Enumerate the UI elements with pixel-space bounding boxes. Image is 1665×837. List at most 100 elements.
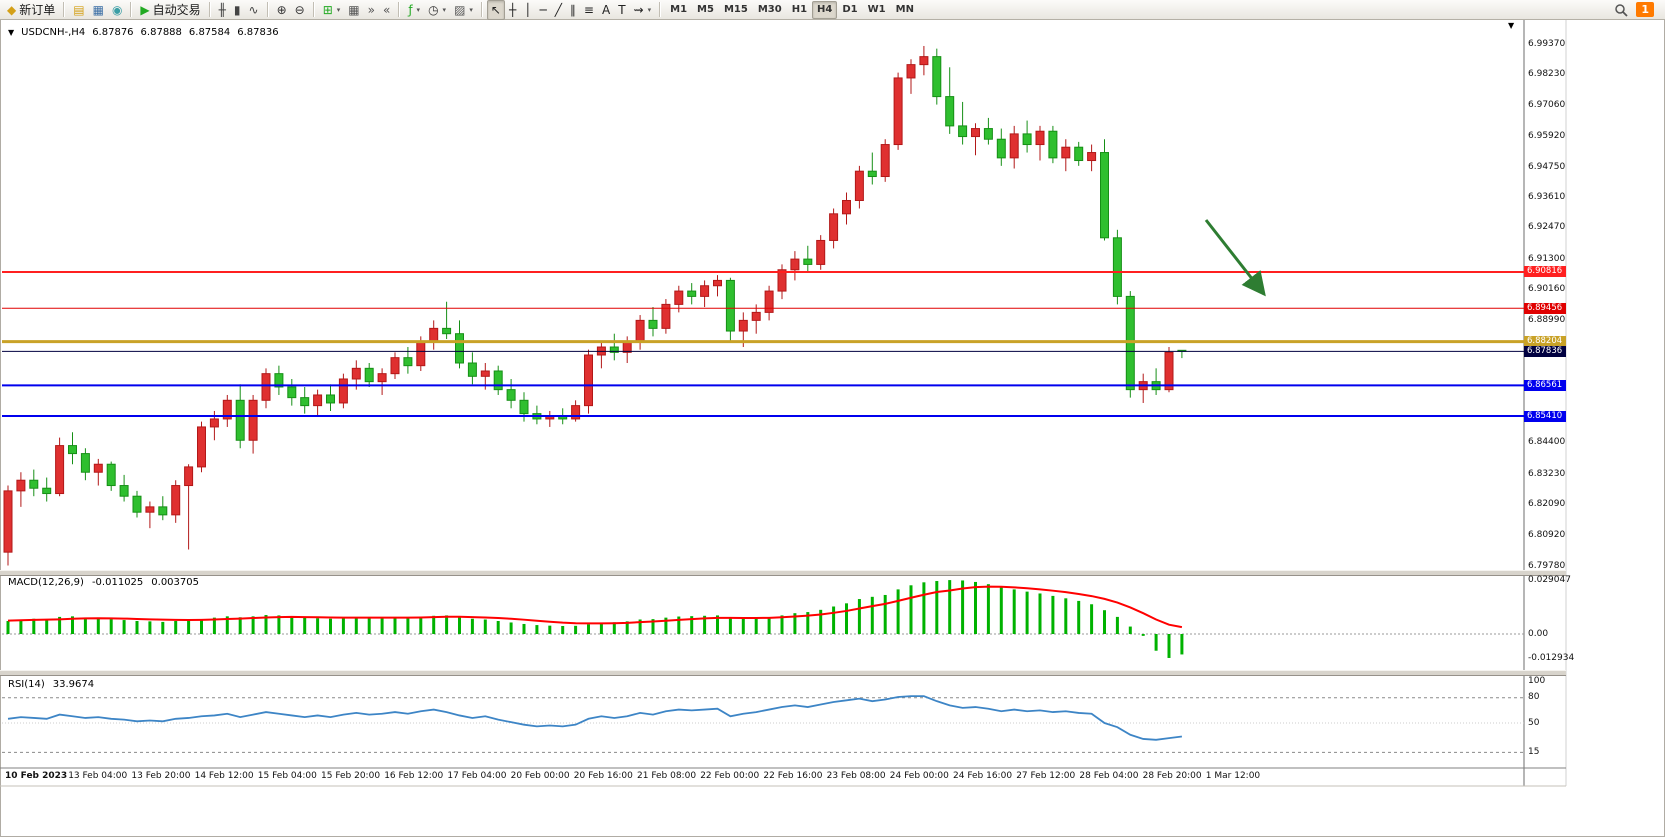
candlestick-chart-button[interactable]: ▮: [230, 0, 245, 20]
autotrading-icon: ▶: [140, 2, 150, 17]
vertical-line-button[interactable]: │: [520, 0, 535, 20]
text-label-button[interactable]: T: [614, 0, 629, 20]
toolbar-buttons: ◆ 新订单 ▤ ▦ ◉ ▶ 自动交易 ╫ ▮ ∿ ⊕ ⊖ ⊞ ▾ ▦» «ƒ ▾ ◷ ▾ ▨ ▾ ↖ ┼ │ ─ ╱ ∥ ≡ A T ⇝ ▾ M…: [3, 0, 919, 20]
time-axis-label: 27 Feb 12:00: [1016, 771, 1076, 781]
text-label-icon: T: [618, 2, 626, 17]
tile-windows-button[interactable]: ▦: [344, 0, 363, 20]
timeframe-mn[interactable]: MN: [895, 3, 914, 15]
templates-button[interactable]: ▨ ▾: [450, 0, 477, 20]
timeframe-h4[interactable]: H4: [812, 0, 838, 19]
time-axis-label: 22 Feb 00:00: [700, 771, 760, 781]
auto-scroll-icon: »: [367, 2, 375, 17]
timeframe-m15[interactable]: M15: [723, 3, 748, 15]
macd-scale-label: 0.00: [1528, 628, 1549, 639]
rsi-label: RSI(14) 33.9674: [8, 679, 94, 690]
symbol-dropdown-icon[interactable]: ▼: [8, 28, 15, 37]
auto-scroll-button[interactable]: »: [364, 0, 379, 20]
rsi-scale-label: 50: [1528, 717, 1540, 728]
macd-signal-value: 0.003705: [151, 577, 199, 588]
price-axis-label: 6.93610: [1528, 192, 1566, 203]
level-price-tag[interactable]: 6.86561: [1524, 379, 1566, 391]
cursor-button[interactable]: ↖: [486, 0, 505, 20]
scroll-end-marker[interactable]: ▼: [1508, 21, 1515, 30]
bar-chart-icon: ╫: [218, 2, 226, 17]
time-axis-label: 21 Feb 08:00: [637, 771, 697, 781]
zoom-out-button[interactable]: ⊖: [291, 0, 309, 20]
level-price-tag[interactable]: 6.90816: [1524, 266, 1566, 278]
panel-splitter-macd[interactable]: [0, 570, 1566, 576]
toolbar-separator: [208, 2, 211, 17]
line-chart-button[interactable]: ∿: [245, 0, 263, 20]
new-order-label: 新订单: [19, 2, 56, 17]
data-window-button[interactable]: ▦: [89, 0, 108, 20]
timeframe-w1[interactable]: W1: [867, 3, 886, 15]
new-chart-button[interactable]: ⊞ ▾: [319, 0, 345, 20]
templates-icon: ▨: [454, 2, 466, 17]
time-axis-label: 23 Feb 08:00: [826, 771, 886, 781]
time-axis-label: 15 Feb 04:00: [257, 771, 317, 781]
market-watch-button[interactable]: ▤: [69, 0, 88, 20]
time-axis-label: 28 Feb 04:00: [1079, 771, 1139, 781]
toolbar-separator: [130, 2, 133, 17]
zoom-in-button[interactable]: ⊕: [273, 0, 291, 20]
timeframe-m5[interactable]: M5: [697, 3, 714, 15]
chart-shift-button[interactable]: «: [379, 0, 394, 20]
periods-button[interactable]: ◷ ▾: [424, 0, 450, 20]
line-chart-icon: ∿: [248, 2, 259, 17]
navigator-icon: ◉: [111, 2, 123, 17]
text-icon: A: [601, 2, 611, 17]
arrows-button[interactable]: ⇝ ▾: [630, 0, 656, 20]
panel-splitter-rsi[interactable]: [0, 670, 1566, 676]
time-axis-label: 15 Feb 20:00: [321, 771, 381, 781]
price-axis-label: 6.82090: [1528, 498, 1566, 509]
timeframe-m30[interactable]: M30: [757, 3, 782, 15]
vertical-line-icon: │: [524, 2, 532, 17]
trendline-icon: ╱: [554, 2, 562, 17]
timeframe-d1[interactable]: D1: [842, 3, 858, 15]
level-price-tag[interactable]: 6.89456: [1524, 302, 1566, 314]
price-axis-label: 6.83230: [1528, 468, 1566, 479]
fibonacci-button[interactable]: ≡: [580, 0, 598, 20]
time-axis-label: 16 Feb 12:00: [384, 771, 444, 781]
indicators-icon: ƒ: [408, 2, 413, 17]
data-window-icon: ▦: [92, 2, 104, 17]
timeframe-h1[interactable]: H1: [791, 3, 808, 15]
bar-chart-button[interactable]: ╫: [215, 0, 230, 20]
dropdown-caret-icon: ▾: [647, 5, 652, 14]
price-axis-label: 6.80920: [1528, 530, 1566, 541]
search-icon[interactable]: [1614, 3, 1628, 17]
horizontal-line-icon: ─: [539, 2, 547, 17]
toolbar-right: 1: [1614, 2, 1662, 17]
price-axis-label: 6.90160: [1528, 283, 1566, 294]
high-value: 6.87888: [140, 27, 182, 38]
new-order-button[interactable]: ◆ 新订单: [3, 0, 59, 20]
chart-header: ▼ USDCNH-,H4 6.87876 6.87888 6.87584 6.8…: [8, 27, 279, 38]
macd-main-value: -0.011025: [91, 577, 144, 588]
time-axis-label: 28 Feb 20:00: [1142, 771, 1202, 781]
periods-icon: ◷: [428, 2, 439, 17]
navigator-button[interactable]: ◉: [108, 0, 126, 20]
level-price-tag[interactable]: 6.85410: [1524, 410, 1566, 422]
close-value: 6.87836: [237, 27, 279, 38]
autotrading-label: 自动交易: [152, 2, 201, 17]
crosshair-button[interactable]: ┼: [505, 0, 520, 20]
autotrading-button[interactable]: ▶ 自动交易: [136, 0, 204, 20]
trend-arrow[interactable]: [1204, 219, 1266, 297]
channel-icon: ∥: [569, 2, 576, 17]
trendline-button[interactable]: ╱: [551, 0, 566, 20]
rsi-value: 33.9674: [52, 679, 95, 690]
horizontal-line-button[interactable]: ─: [535, 0, 550, 20]
candlestick-chart-icon: ▮: [233, 2, 241, 17]
rsi-scale-label: 100: [1528, 675, 1546, 686]
timeframe-m1[interactable]: M1: [670, 3, 688, 15]
time-axis-label: 24 Feb 16:00: [953, 771, 1013, 781]
arrows-icon: ⇝: [633, 2, 644, 17]
channel-button[interactable]: ∥: [566, 0, 580, 20]
dropdown-caret-icon: ▾: [416, 5, 421, 14]
notification-badge[interactable]: 1: [1636, 2, 1654, 17]
level-price-tag[interactable]: 6.88204: [1524, 336, 1566, 348]
current-price-tag[interactable]: 6.87836: [1524, 345, 1566, 357]
indicators-button[interactable]: ƒ ▾: [404, 0, 424, 20]
text-button[interactable]: A: [598, 0, 614, 20]
